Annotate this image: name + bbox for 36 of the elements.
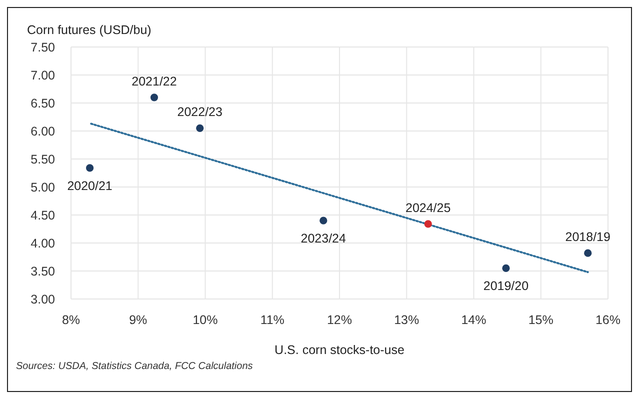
y-tick-label: 3.50 xyxy=(30,264,56,278)
y-tick-label: 6.00 xyxy=(30,124,56,138)
point xyxy=(320,216,328,224)
y-tick-label: 5.00 xyxy=(30,180,56,194)
x-tick-label: 9% xyxy=(129,313,148,327)
x-tick-label: 13% xyxy=(394,313,420,327)
annotation: 2022/23 xyxy=(177,105,223,120)
y-tick-label: 7.00 xyxy=(30,68,56,82)
annotation: 2024/25 xyxy=(406,200,451,215)
point xyxy=(196,124,204,132)
x-tick-label: 8% xyxy=(62,313,80,327)
annotation: 2023/24 xyxy=(300,232,346,246)
x-tick-label: 14% xyxy=(461,313,486,327)
x-tick-label: 12% xyxy=(326,313,352,327)
x-tick-label: 10% xyxy=(192,313,218,327)
x-tick-label: 11% xyxy=(260,313,284,327)
annotation: 2021/22 xyxy=(132,74,177,88)
point xyxy=(584,249,592,257)
x-axis-title: U.S. corn stocks-to-use xyxy=(274,343,404,357)
y-tick-label: 7.50 xyxy=(30,40,56,54)
y-axis-title: Corn futures (USD/bu) xyxy=(27,23,152,37)
y-tick-label: 4.50 xyxy=(30,208,56,222)
y-tick-label: 4.00 xyxy=(30,236,56,250)
annotation: 2019/20 xyxy=(483,279,529,294)
x-tick-label: 16% xyxy=(595,313,621,327)
point xyxy=(502,264,510,272)
y-tick-label: 6.50 xyxy=(30,96,56,110)
y-tick-label: 5.50 xyxy=(30,152,56,166)
point xyxy=(150,94,158,102)
y-tick-label: 3.00 xyxy=(30,292,56,306)
point xyxy=(424,220,432,228)
annotation: 2018/19 xyxy=(565,230,610,244)
x-tick-label: 15% xyxy=(528,313,554,327)
annotation: 2020/21 xyxy=(67,178,112,193)
source-note: Sources: USDA, Statistics Canada, FCC Calculations xyxy=(16,361,253,372)
point xyxy=(86,164,94,172)
